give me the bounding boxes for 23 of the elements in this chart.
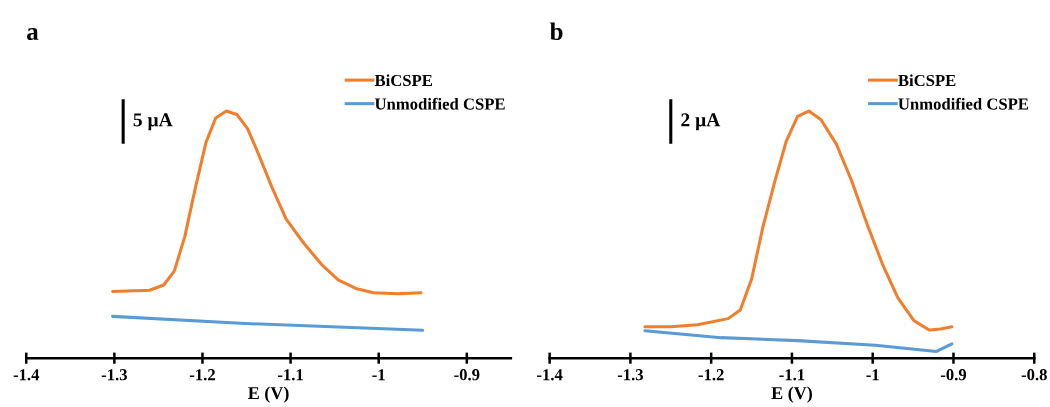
x-tick-label: -1.4 — [537, 369, 563, 381]
legend-label: Unmodified CSPE — [898, 97, 1029, 110]
x-tick-label: -1.1 — [779, 369, 805, 381]
x-tick-label: -1.3 — [617, 369, 644, 381]
x-tick-label: -1.2 — [189, 369, 215, 381]
x-tick-label: -1.1 — [278, 369, 303, 381]
x-tick-label: -1.2 — [698, 369, 724, 381]
x-axis-title: E (V) — [771, 386, 812, 403]
x-tick-label: -1 — [866, 369, 879, 381]
annotation: 5 µA — [133, 113, 173, 131]
legend-label: Unmodified CSPE — [374, 97, 505, 110]
x-tick-label: -1 — [372, 369, 385, 381]
x-tick-label: -0.8 — [1021, 369, 1047, 381]
x-axis-title: E (V) — [248, 386, 289, 403]
legend-label: BiCSPE — [374, 74, 433, 87]
chart-title: b — [549, 22, 563, 41]
x-tick-label: -1.4 — [13, 369, 40, 381]
x-tick-label: -0.9 — [454, 369, 480, 381]
chart-title: a — [27, 28, 39, 41]
legend-label: BiCSPE — [898, 74, 956, 87]
annotation: 2 µA — [681, 113, 721, 131]
x-tick-label: -0.9 — [940, 369, 967, 381]
x-tick-label: -1.3 — [101, 369, 127, 381]
